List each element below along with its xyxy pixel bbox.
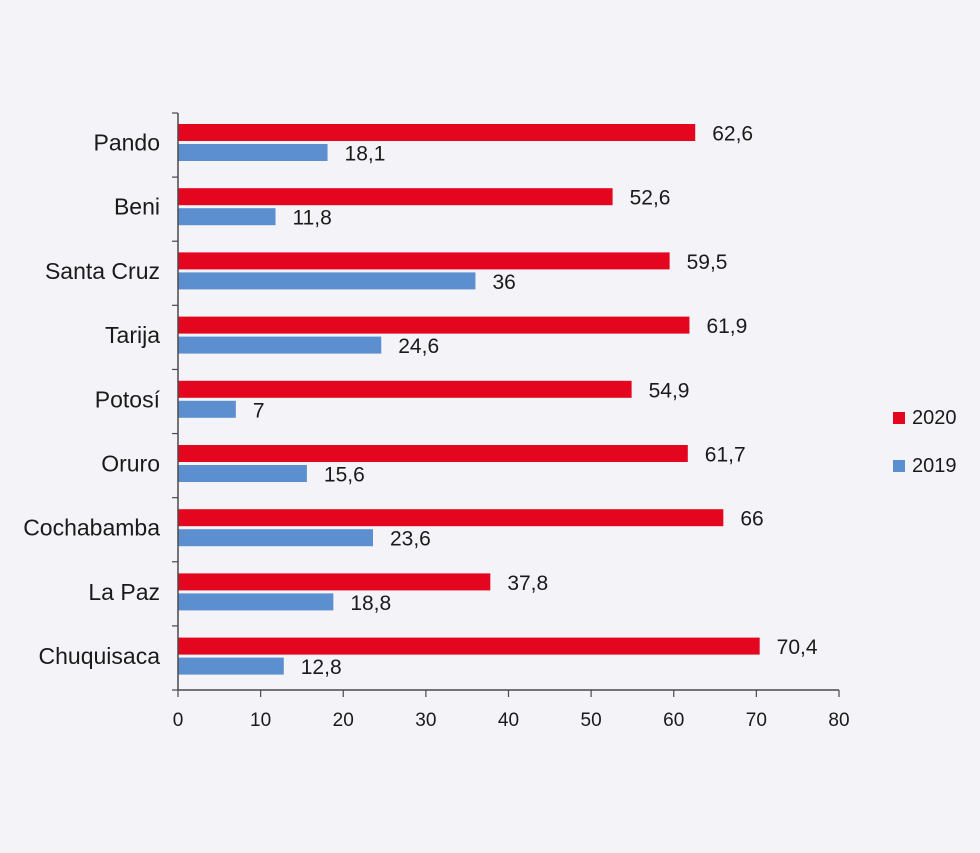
category-label: La Paz [88, 579, 160, 605]
bar-2019-cochabamba [178, 529, 373, 547]
x-tick-label: 70 [746, 710, 767, 731]
bar-2020-pando [178, 124, 696, 141]
bar-2020-oruro [178, 445, 688, 462]
bar-2020-chuquisaca [178, 637, 760, 655]
bar-2020-cochabamba [178, 509, 724, 527]
value-label: 23,6 [390, 528, 431, 551]
category-label: Chuquisaca [39, 643, 161, 669]
bar-2019-santa-cruz [178, 272, 476, 290]
bar-2020-santa-cruz [178, 252, 670, 270]
category-label: Oruro [101, 451, 160, 477]
bar-2019-tarija [178, 336, 382, 354]
value-label: 12,8 [301, 656, 342, 679]
value-label: 15,6 [324, 464, 365, 487]
bar-2020-potosí [178, 380, 632, 398]
x-tick-label: 20 [333, 710, 354, 731]
bar-2020-la-paz [178, 573, 491, 591]
value-label: 61,9 [706, 315, 747, 338]
value-label: 36 [492, 271, 515, 294]
value-label: 37,8 [507, 572, 548, 595]
legend-swatch-2019 [893, 460, 905, 472]
legend-swatch-2020 [893, 412, 905, 424]
bar-2019-la-paz [178, 593, 334, 611]
x-tick-label: 40 [498, 710, 519, 731]
bar-2019-potosí [178, 400, 236, 418]
value-label: 66 [740, 508, 763, 531]
bar-2019-pando [178, 144, 328, 161]
x-tick-label: 60 [663, 710, 684, 731]
category-label: Beni [114, 194, 160, 220]
x-tick-label: 80 [828, 710, 849, 731]
value-label: 18,8 [350, 592, 391, 615]
value-label: 7 [253, 399, 265, 422]
category-label: Tarija [105, 322, 160, 348]
category-label: Pando [93, 130, 160, 156]
x-tick-label: 0 [173, 710, 184, 731]
value-label: 61,7 [705, 444, 746, 467]
x-tick-label: 10 [250, 710, 271, 731]
value-label: 24,6 [398, 335, 439, 358]
value-label: 52,6 [630, 187, 671, 210]
legend-label-2019: 2019 [912, 455, 957, 477]
bar-2019-beni [178, 208, 276, 226]
value-label: 59,5 [687, 251, 728, 274]
bar-2019-chuquisaca [178, 657, 284, 675]
bar-2020-beni [178, 188, 613, 206]
bar-2020-tarija [178, 316, 690, 334]
value-label: 18,1 [345, 143, 386, 166]
category-label: Cochabamba [23, 515, 160, 541]
legend-label-2020: 2020 [912, 407, 957, 429]
value-label: 11,8 [292, 207, 331, 230]
category-label: Santa Cruz [45, 258, 160, 284]
category-label: Potosí [95, 386, 161, 412]
x-tick-label: 30 [415, 710, 436, 731]
bar-2019-oruro [178, 465, 307, 482]
value-label: 62,6 [712, 123, 753, 146]
x-tick-label: 50 [581, 710, 602, 731]
value-label: 70,4 [777, 636, 818, 659]
value-label: 54,9 [649, 379, 690, 402]
